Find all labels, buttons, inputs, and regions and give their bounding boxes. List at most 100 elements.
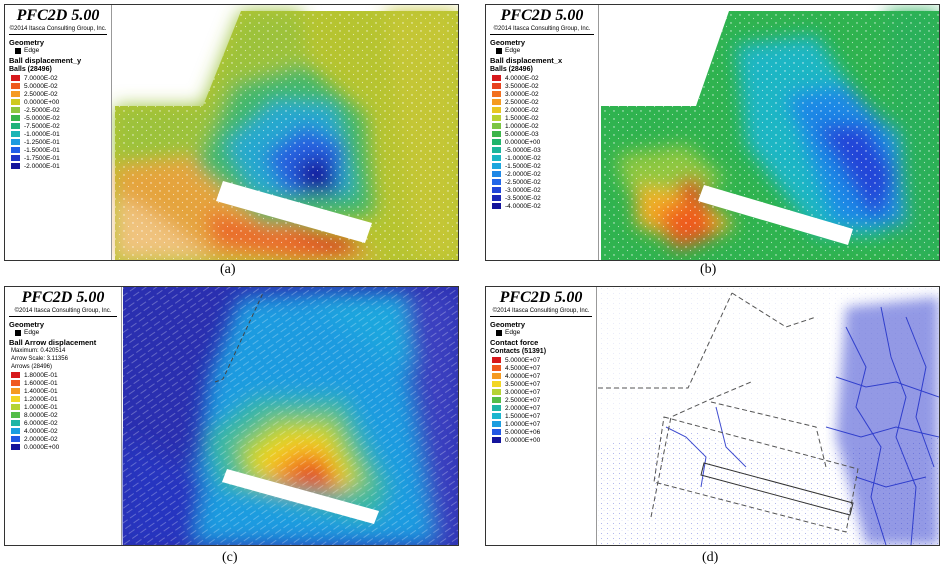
edge-label: Edge: [505, 329, 521, 336]
panel-c-entity: Arrows (28496): [11, 364, 53, 370]
legend-swatch: [492, 365, 501, 371]
panel-a-software-title: PFC2D 5.00: [16, 7, 100, 24]
panel-c-maximum: Maximum: 0.420514: [11, 348, 66, 354]
legend-label: -1.5000E-01: [24, 146, 60, 154]
legend-swatch: [11, 163, 20, 169]
legend-row: 2.5000E-02: [5, 90, 111, 98]
edge-swatch: [496, 330, 502, 336]
legend-row: -1.2500E-01: [5, 138, 111, 146]
panel-a-plot: [115, 11, 458, 260]
legend-swatch: [11, 123, 20, 129]
legend-label: 2.0000E+07: [505, 404, 541, 412]
panel-d-separator: [490, 316, 592, 317]
legend-row: -1.5000E-01: [5, 146, 111, 154]
panel-c-legend: PFC2D 5.00 ©2014 Itasca Consulting Group…: [5, 287, 122, 545]
panel-d-geometry-edges: [598, 292, 859, 533]
legend-row: 5.0000E-03: [486, 130, 598, 138]
panel-a-legend: PFC2D 5.00 ©2014 Itasca Consulting Group…: [5, 5, 112, 260]
legend-swatch: [492, 155, 501, 161]
panel-c-arrow-field: [123, 287, 458, 545]
legend-label: -3.0000E-02: [505, 186, 541, 194]
edge-swatch: [15, 330, 21, 336]
edge-swatch: [15, 48, 21, 54]
panel-d-plot: [598, 287, 939, 545]
legend-label: -2.5000E-02: [505, 178, 541, 186]
legend-swatch: [11, 372, 20, 378]
legend-swatch: [492, 123, 501, 129]
caption-a: (a): [220, 262, 236, 277]
legend-row: 1.0000E-01: [5, 403, 121, 411]
legend-label: 4.0000E+07: [505, 372, 541, 380]
legend-row: -3.5000E-02: [486, 194, 598, 202]
legend-label: -5.0000E-03: [505, 146, 541, 154]
legend-swatch: [492, 187, 501, 193]
legend-swatch: [492, 179, 501, 185]
legend-row: 2.0000E-02: [486, 106, 598, 114]
legend-row: 8.0000E-02: [5, 411, 121, 419]
legend-swatch: [11, 115, 20, 121]
legend-label: 0.0000E+00: [505, 138, 541, 146]
legend-row: 1.5000E-02: [486, 114, 598, 122]
legend-swatch: [11, 99, 20, 105]
panel-a-geometry-label: Geometry: [9, 38, 45, 47]
legend-row: -1.0000E-02: [486, 154, 598, 162]
legend-label: 2.5000E+07: [505, 396, 541, 404]
panel-a-copyright: ©2014 Itasca Consulting Group, Inc.: [9, 26, 107, 32]
panel-b-software-title: PFC2D 5.00: [500, 7, 584, 24]
panel-a-quantity: Ball displacement_y: [9, 56, 82, 65]
edge-swatch: [496, 48, 502, 54]
legend-label: 1.0000E-01: [24, 403, 58, 411]
panel-b-legend: PFC2D 5.00 ©2014 Itasca Consulting Group…: [486, 5, 599, 260]
legend-label: 6.0000E-02: [24, 419, 58, 427]
panel-b-separator: [490, 34, 594, 35]
panel-c-plot: [123, 287, 458, 545]
legend-row: -1.5000E-02: [486, 162, 598, 170]
panel-d-software-title: PFC2D 5.00: [499, 289, 583, 306]
panel-c-edge-entry: Edge: [5, 329, 121, 337]
legend-swatch: [492, 195, 501, 201]
legend-swatch: [11, 131, 20, 137]
legend-row: 4.0000E-02: [486, 74, 598, 82]
caption-d: (d): [702, 550, 719, 565]
legend-swatch: [11, 388, 20, 394]
legend-label: 1.4000E-01: [24, 387, 58, 395]
legend-label: 1.0000E-02: [505, 122, 539, 130]
legend-label: 5.0000E-02: [24, 82, 58, 90]
legend-row: -1.7500E-01: [5, 154, 111, 162]
panel-c-quantity: Ball Arrow displacement: [9, 338, 97, 347]
legend-swatch: [492, 437, 501, 443]
legend-row: 3.5000E-02: [486, 82, 598, 90]
legend-row: 0.0000E+00: [5, 98, 111, 106]
panel-d-geometry-label: Geometry: [490, 320, 526, 329]
panel-b-quantity: Ball displacement_x: [490, 56, 563, 65]
edge-label: Edge: [505, 47, 521, 54]
legend-swatch: [492, 405, 501, 411]
legend-row: 4.5000E+07: [486, 364, 596, 372]
legend-swatch: [492, 429, 501, 435]
legend-label: 1.0000E+07: [505, 420, 541, 428]
legend-row: -3.0000E-02: [486, 186, 598, 194]
legend-swatch: [492, 115, 501, 121]
panel-c-software-title: PFC2D 5.00: [21, 289, 105, 306]
legend-swatch: [492, 389, 501, 395]
legend-row: 3.0000E+07: [486, 388, 596, 396]
legend-swatch: [11, 155, 20, 161]
legend-label: 2.5000E-02: [505, 98, 539, 106]
legend-swatch: [11, 147, 20, 153]
panel-a-entity: Balls (28496): [9, 66, 52, 73]
legend-label: 5.0000E-03: [505, 130, 539, 138]
panel-b-plot: [601, 11, 939, 260]
legend-label: -3.5000E-02: [505, 194, 541, 202]
legend-label: 3.5000E-02: [505, 82, 539, 90]
panel-d-legend-rows: 5.0000E+07 4.5000E+07 4.0000E+07 3.5000E…: [486, 356, 596, 444]
panel-c-arrow-scale: Arrow Scale: 3.11356: [11, 356, 68, 362]
panel-d-contact-force: PFC2D 5.00 ©2014 Itasca Consulting Group…: [485, 286, 940, 546]
panel-c-legend-rows: 1.8000E-01 1.6000E-01 1.4000E-01 1.2000E…: [5, 371, 121, 451]
legend-row: 0.0000E+00: [486, 138, 598, 146]
legend-label: -2.0000E-02: [505, 170, 541, 178]
caption-b: (b): [700, 262, 717, 277]
legend-label: 5.0000E+07: [505, 356, 541, 364]
legend-swatch: [11, 412, 20, 418]
legend-swatch: [11, 75, 20, 81]
legend-label: -4.0000E-02: [505, 202, 541, 210]
